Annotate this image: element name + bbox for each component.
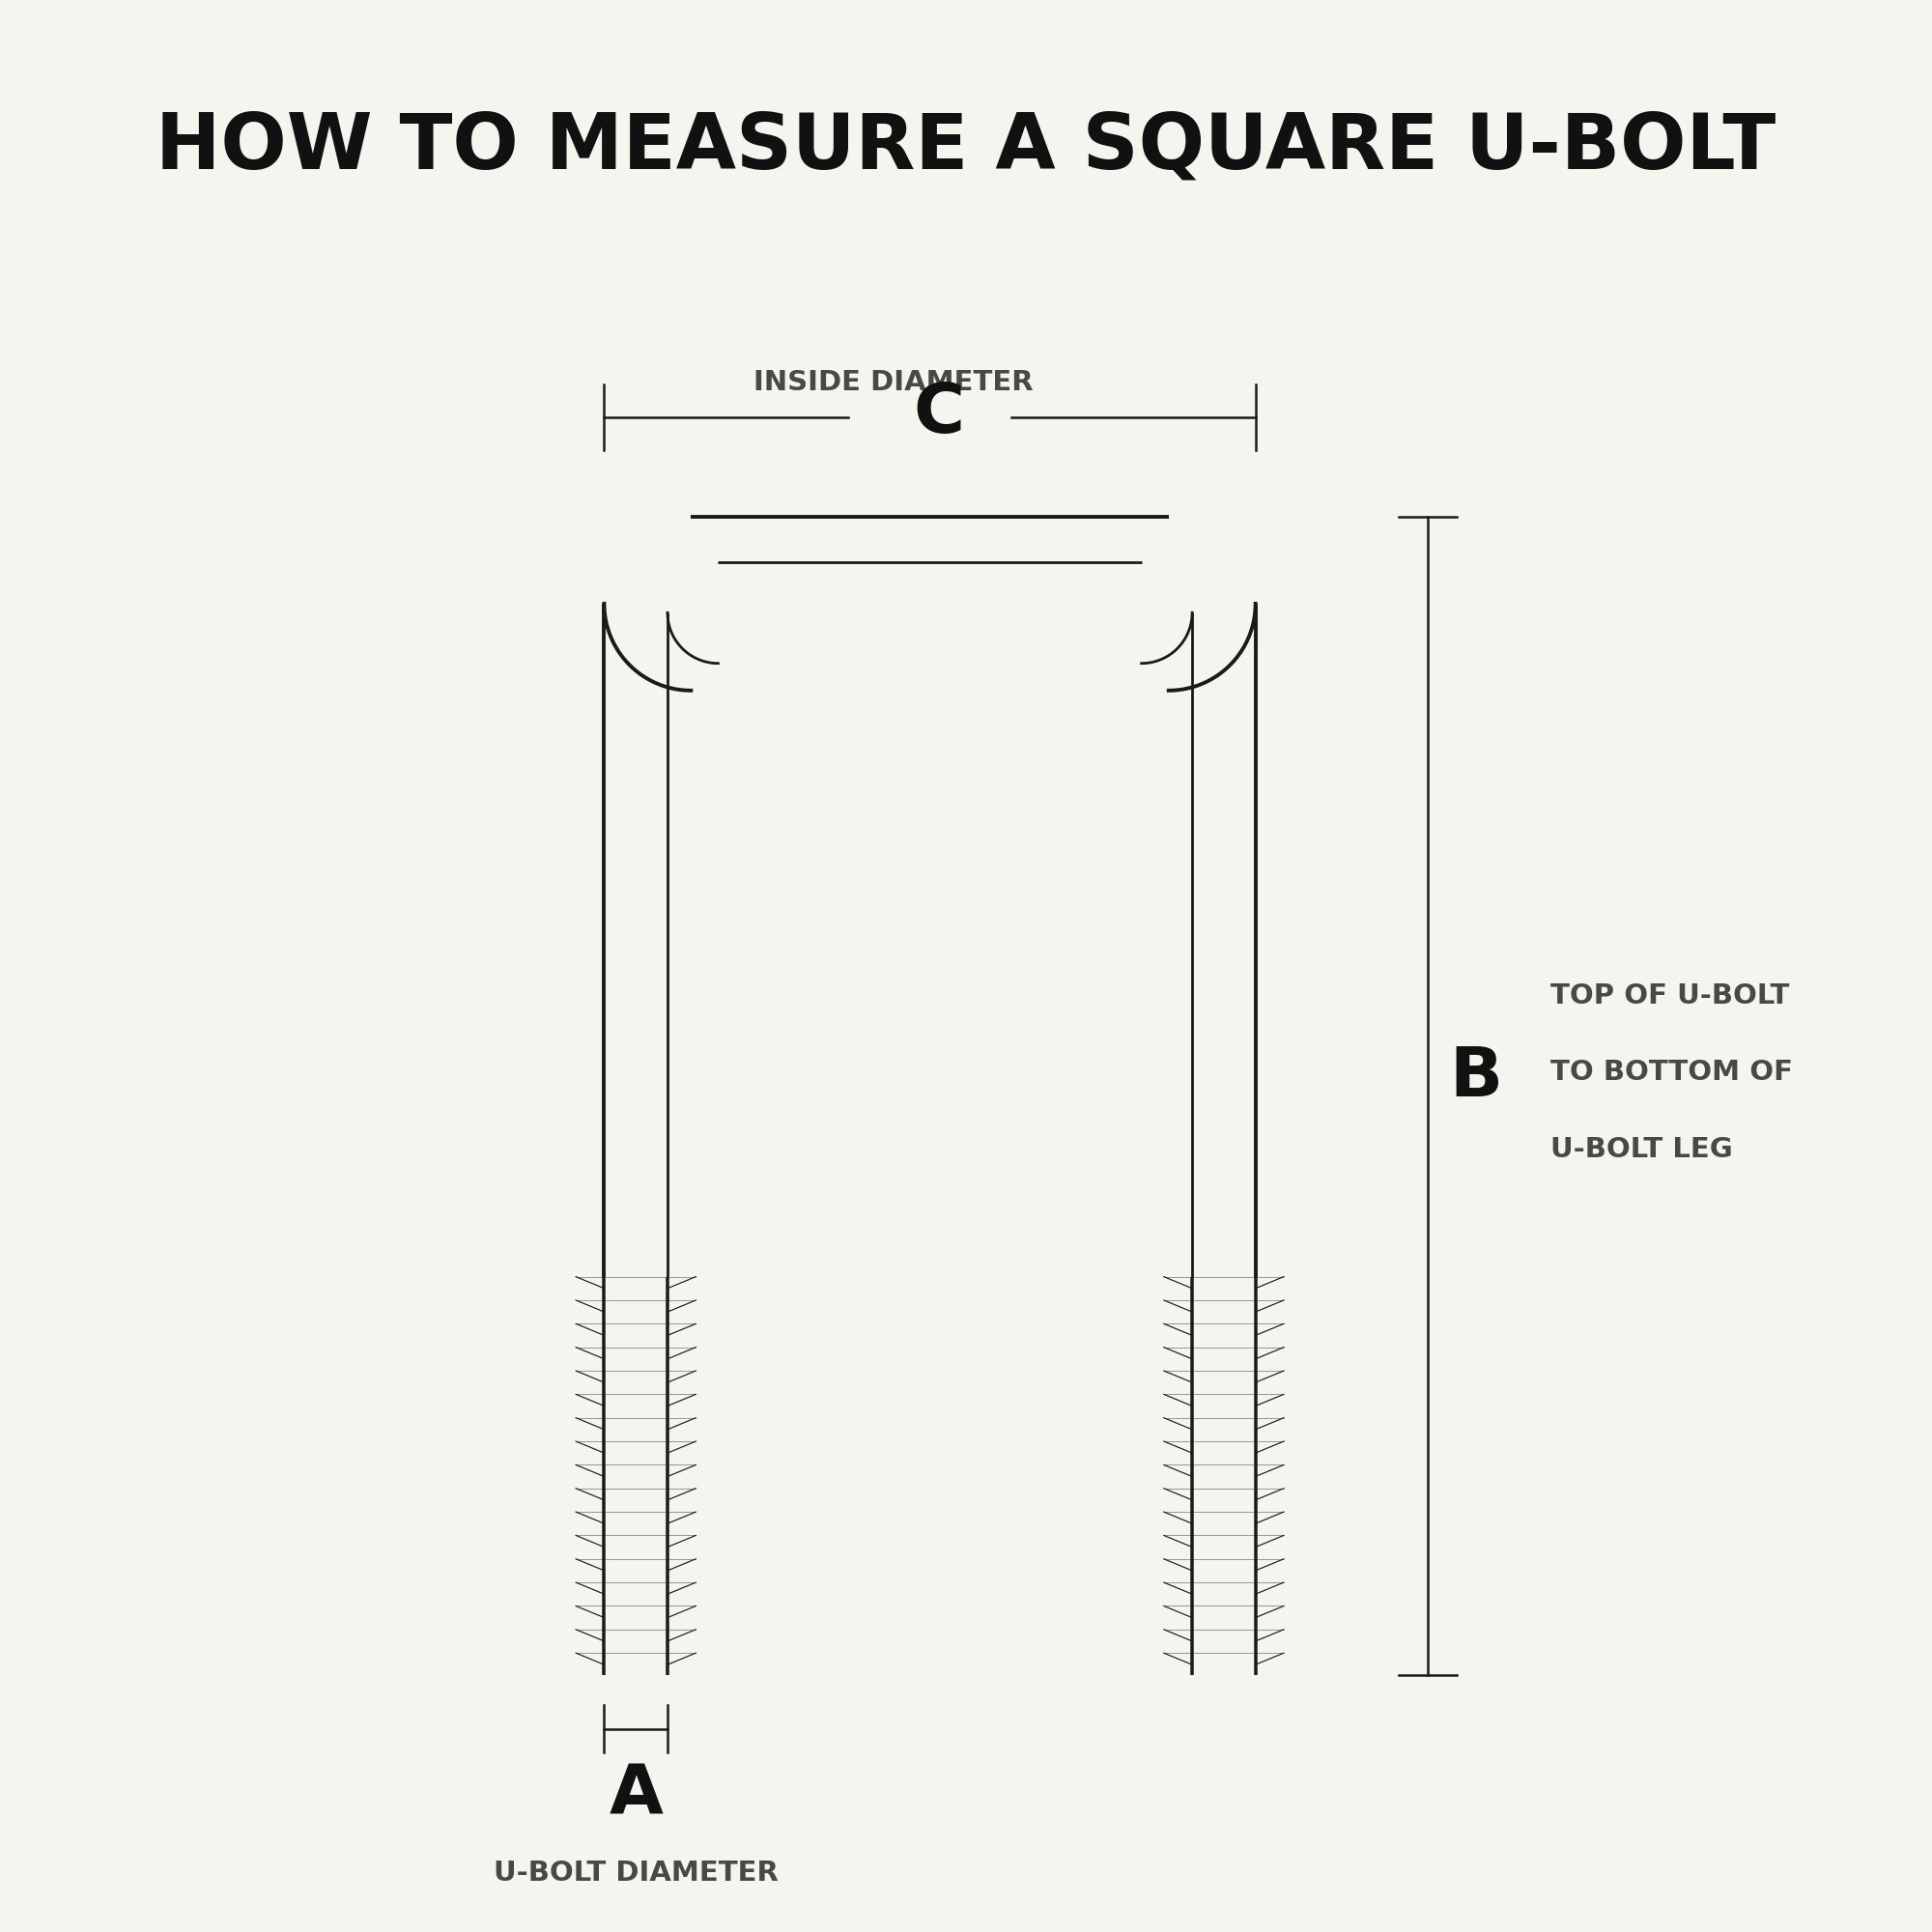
Text: C: C [914,381,964,446]
Text: A: A [609,1762,663,1828]
Text: U-BOLT DIAMETER: U-BOLT DIAMETER [493,1859,779,1886]
Text: TOP OF U-BOLT: TOP OF U-BOLT [1549,983,1789,1010]
Text: U-BOLT LEG: U-BOLT LEG [1549,1136,1733,1163]
Text: B: B [1449,1045,1503,1111]
Text: TO BOTTOM OF: TO BOTTOM OF [1549,1059,1793,1086]
Text: HOW TO MEASURE A SQUARE U-BOLT: HOW TO MEASURE A SQUARE U-BOLT [156,110,1776,185]
Text: INSIDE DIAMETER: INSIDE DIAMETER [753,369,1034,396]
